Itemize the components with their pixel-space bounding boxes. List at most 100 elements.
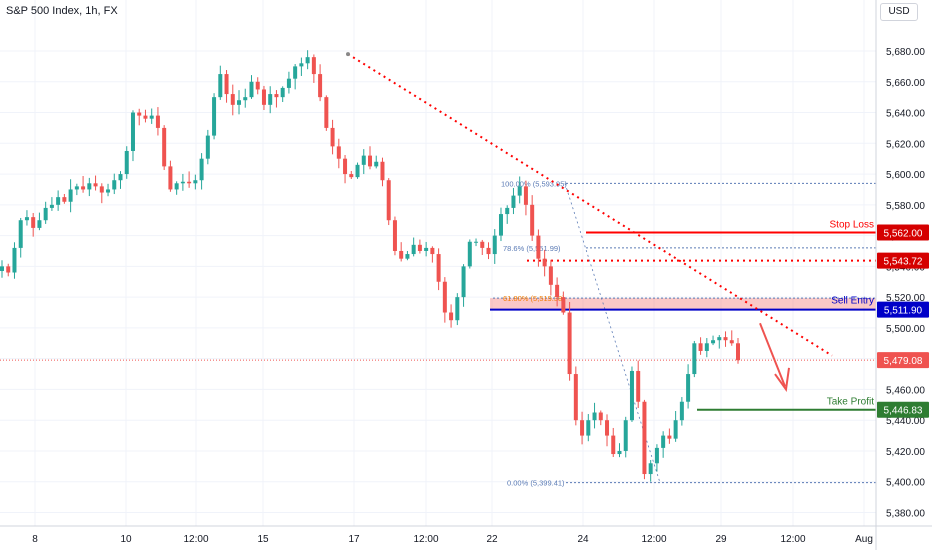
candle-body <box>711 340 716 344</box>
candle-body <box>374 161 379 167</box>
candle-body <box>517 186 522 196</box>
projection-arrow-head <box>774 367 790 393</box>
candle-body <box>81 186 86 190</box>
candle-body <box>617 450 622 455</box>
candle-body <box>411 244 416 255</box>
take-profit-annotation: Take Profit <box>827 397 874 408</box>
sell-entry-price-label-bg <box>877 301 929 318</box>
candle-body <box>318 74 323 98</box>
candle-body <box>280 87 285 98</box>
x-tick-label: 12:00 <box>413 534 438 545</box>
currency-button[interactable]: USD <box>880 3 918 21</box>
candle-body <box>698 343 703 351</box>
candle-body <box>137 112 142 116</box>
candle-body <box>686 374 691 402</box>
x-tick-label: 15 <box>257 534 269 545</box>
candle-body <box>6 266 11 273</box>
candle-body <box>299 63 304 67</box>
x-tick-label: 12:00 <box>780 534 805 545</box>
fib-level-label: 0.00% (5,399.41) <box>507 479 565 488</box>
candle-body <box>673 420 678 439</box>
candle-body <box>293 66 298 79</box>
candle-body <box>542 258 547 267</box>
candle-body <box>704 343 709 351</box>
resistance-price-label-bg <box>877 252 929 269</box>
x-tick-label: 12:00 <box>183 534 208 545</box>
candle-body <box>642 401 647 475</box>
candle-body <box>355 164 360 178</box>
candle-body <box>218 74 223 98</box>
candle-body <box>205 135 210 159</box>
descending-trendline <box>347 53 833 357</box>
candle-body <box>162 127 167 167</box>
candle-body <box>586 420 591 436</box>
candle-body <box>561 297 566 313</box>
candle-body <box>480 241 485 248</box>
y-tick-label: 5,520.00 <box>886 293 925 304</box>
candle-body <box>667 435 672 439</box>
x-tick-label: 10 <box>120 534 132 545</box>
candle-body <box>106 189 111 193</box>
y-tick-label: 5,400.00 <box>886 478 925 489</box>
stop-loss-price-label: 5,562.00 <box>884 229 923 240</box>
candle-body <box>324 97 329 128</box>
candle-body <box>68 189 73 202</box>
candle-body <box>31 217 36 228</box>
candle-body <box>268 94 273 105</box>
candle-body <box>143 115 148 119</box>
candle-body <box>486 247 491 255</box>
y-tick-label: 5,660.00 <box>886 78 925 89</box>
stop-loss-price-label-bg <box>877 224 929 241</box>
candle-body <box>661 435 666 448</box>
candle-body <box>598 412 603 421</box>
y-tick-label: 5,580.00 <box>886 201 925 212</box>
candle-body <box>230 94 235 105</box>
candle-body <box>729 340 734 344</box>
y-tick-label: 5,600.00 <box>886 170 925 181</box>
take-profit-price-label-bg <box>877 401 929 418</box>
candle-body <box>93 183 98 187</box>
candle-body <box>199 158 204 181</box>
y-tick-label: 5,640.00 <box>886 109 925 120</box>
candle-body <box>530 204 535 236</box>
candle-body <box>399 250 404 259</box>
candle-body <box>118 174 123 181</box>
candle-body <box>243 97 248 101</box>
candle-body <box>717 337 722 341</box>
candle-body <box>424 247 429 251</box>
candle-body <box>505 207 510 215</box>
stop-loss-annotation: Stop Loss <box>830 220 874 231</box>
y-tick-label: 5,620.00 <box>886 139 925 150</box>
candle-body <box>124 150 129 175</box>
candle-body <box>605 420 610 436</box>
sell-zone <box>490 298 876 310</box>
candle-body <box>436 254 441 282</box>
candle-body <box>449 312 454 321</box>
candle-body <box>536 235 541 259</box>
x-tick-label: Aug <box>855 534 873 545</box>
candle-body <box>474 241 479 243</box>
take-profit-price-label: 5,446.83 <box>884 406 923 417</box>
candle-body <box>24 217 29 221</box>
candle-body <box>87 183 92 190</box>
candle-body <box>62 197 67 202</box>
candle-body <box>492 235 497 255</box>
candle-body <box>461 266 466 298</box>
sell-entry-price-label: 5,511.90 <box>884 306 923 317</box>
candle-body <box>330 127 335 147</box>
candle-body <box>573 374 578 421</box>
current-price-label-bg <box>877 352 929 369</box>
candle-body <box>368 155 372 167</box>
sell-zone-band <box>490 298 876 310</box>
candle-body <box>555 284 560 298</box>
candle-body <box>679 401 684 421</box>
candle-body <box>349 174 354 178</box>
candle-body <box>212 97 217 136</box>
candle-body <box>37 220 42 228</box>
candle-body <box>511 195 516 208</box>
candle-body <box>523 186 528 205</box>
candle-body <box>567 312 572 375</box>
